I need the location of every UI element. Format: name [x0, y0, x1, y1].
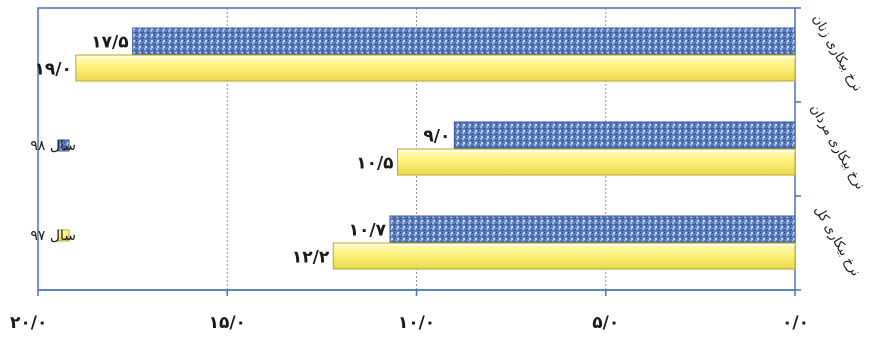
category-label: نرخ بیکاری کل	[811, 203, 863, 279]
data-label: ۱۲/۲	[292, 248, 330, 268]
x-tick-label: ۵/۰	[592, 313, 619, 333]
data-label: ۱۹/۰	[35, 60, 72, 80]
y-axis: نرخ بیکاری کل نرخ بیکاری مردان نرخ بیکاری …	[795, 7, 868, 291]
data-label: ۱۰/۷	[349, 221, 387, 241]
legend-swatch	[57, 139, 70, 152]
legend-swatch	[57, 229, 70, 242]
bar-series2	[397, 148, 796, 176]
bar-series1	[453, 121, 796, 149]
legend-label: سال ۹۷	[30, 228, 76, 244]
bar-series1	[132, 27, 796, 55]
x-tick-label: ۱۰/۰	[398, 313, 435, 333]
bar-series2	[332, 242, 796, 270]
category-label: نرخ بیکاری زنان	[809, 12, 865, 94]
bar-series1	[389, 215, 796, 243]
data-labels: ۱۰/۷ ۱۲/۲ ۹/۰ ۱۰/۵ ۱۷/۵ ۱۹/۰	[35, 33, 451, 268]
legend: سال ۹۸ سال ۹۷	[30, 138, 76, 244]
data-label: ۱۰/۵	[356, 154, 393, 174]
bar-series2	[75, 54, 796, 82]
legend-label: سال ۹۸	[30, 138, 76, 154]
data-label: ۱۷/۵	[91, 33, 128, 53]
x-tick-label: ۰/۰	[782, 313, 809, 333]
category-label: نرخ بیکاری مردان	[807, 102, 868, 192]
data-label: ۹/۰	[423, 127, 450, 147]
bars	[75, 27, 796, 270]
x-tick-label: ۱۵/۰	[209, 313, 246, 333]
x-axis: ۰/۰ ۵/۰ ۱۰/۰ ۱۵/۰ ۲۰/۰	[10, 289, 809, 333]
x-tick-label: ۲۰/۰	[10, 313, 47, 333]
